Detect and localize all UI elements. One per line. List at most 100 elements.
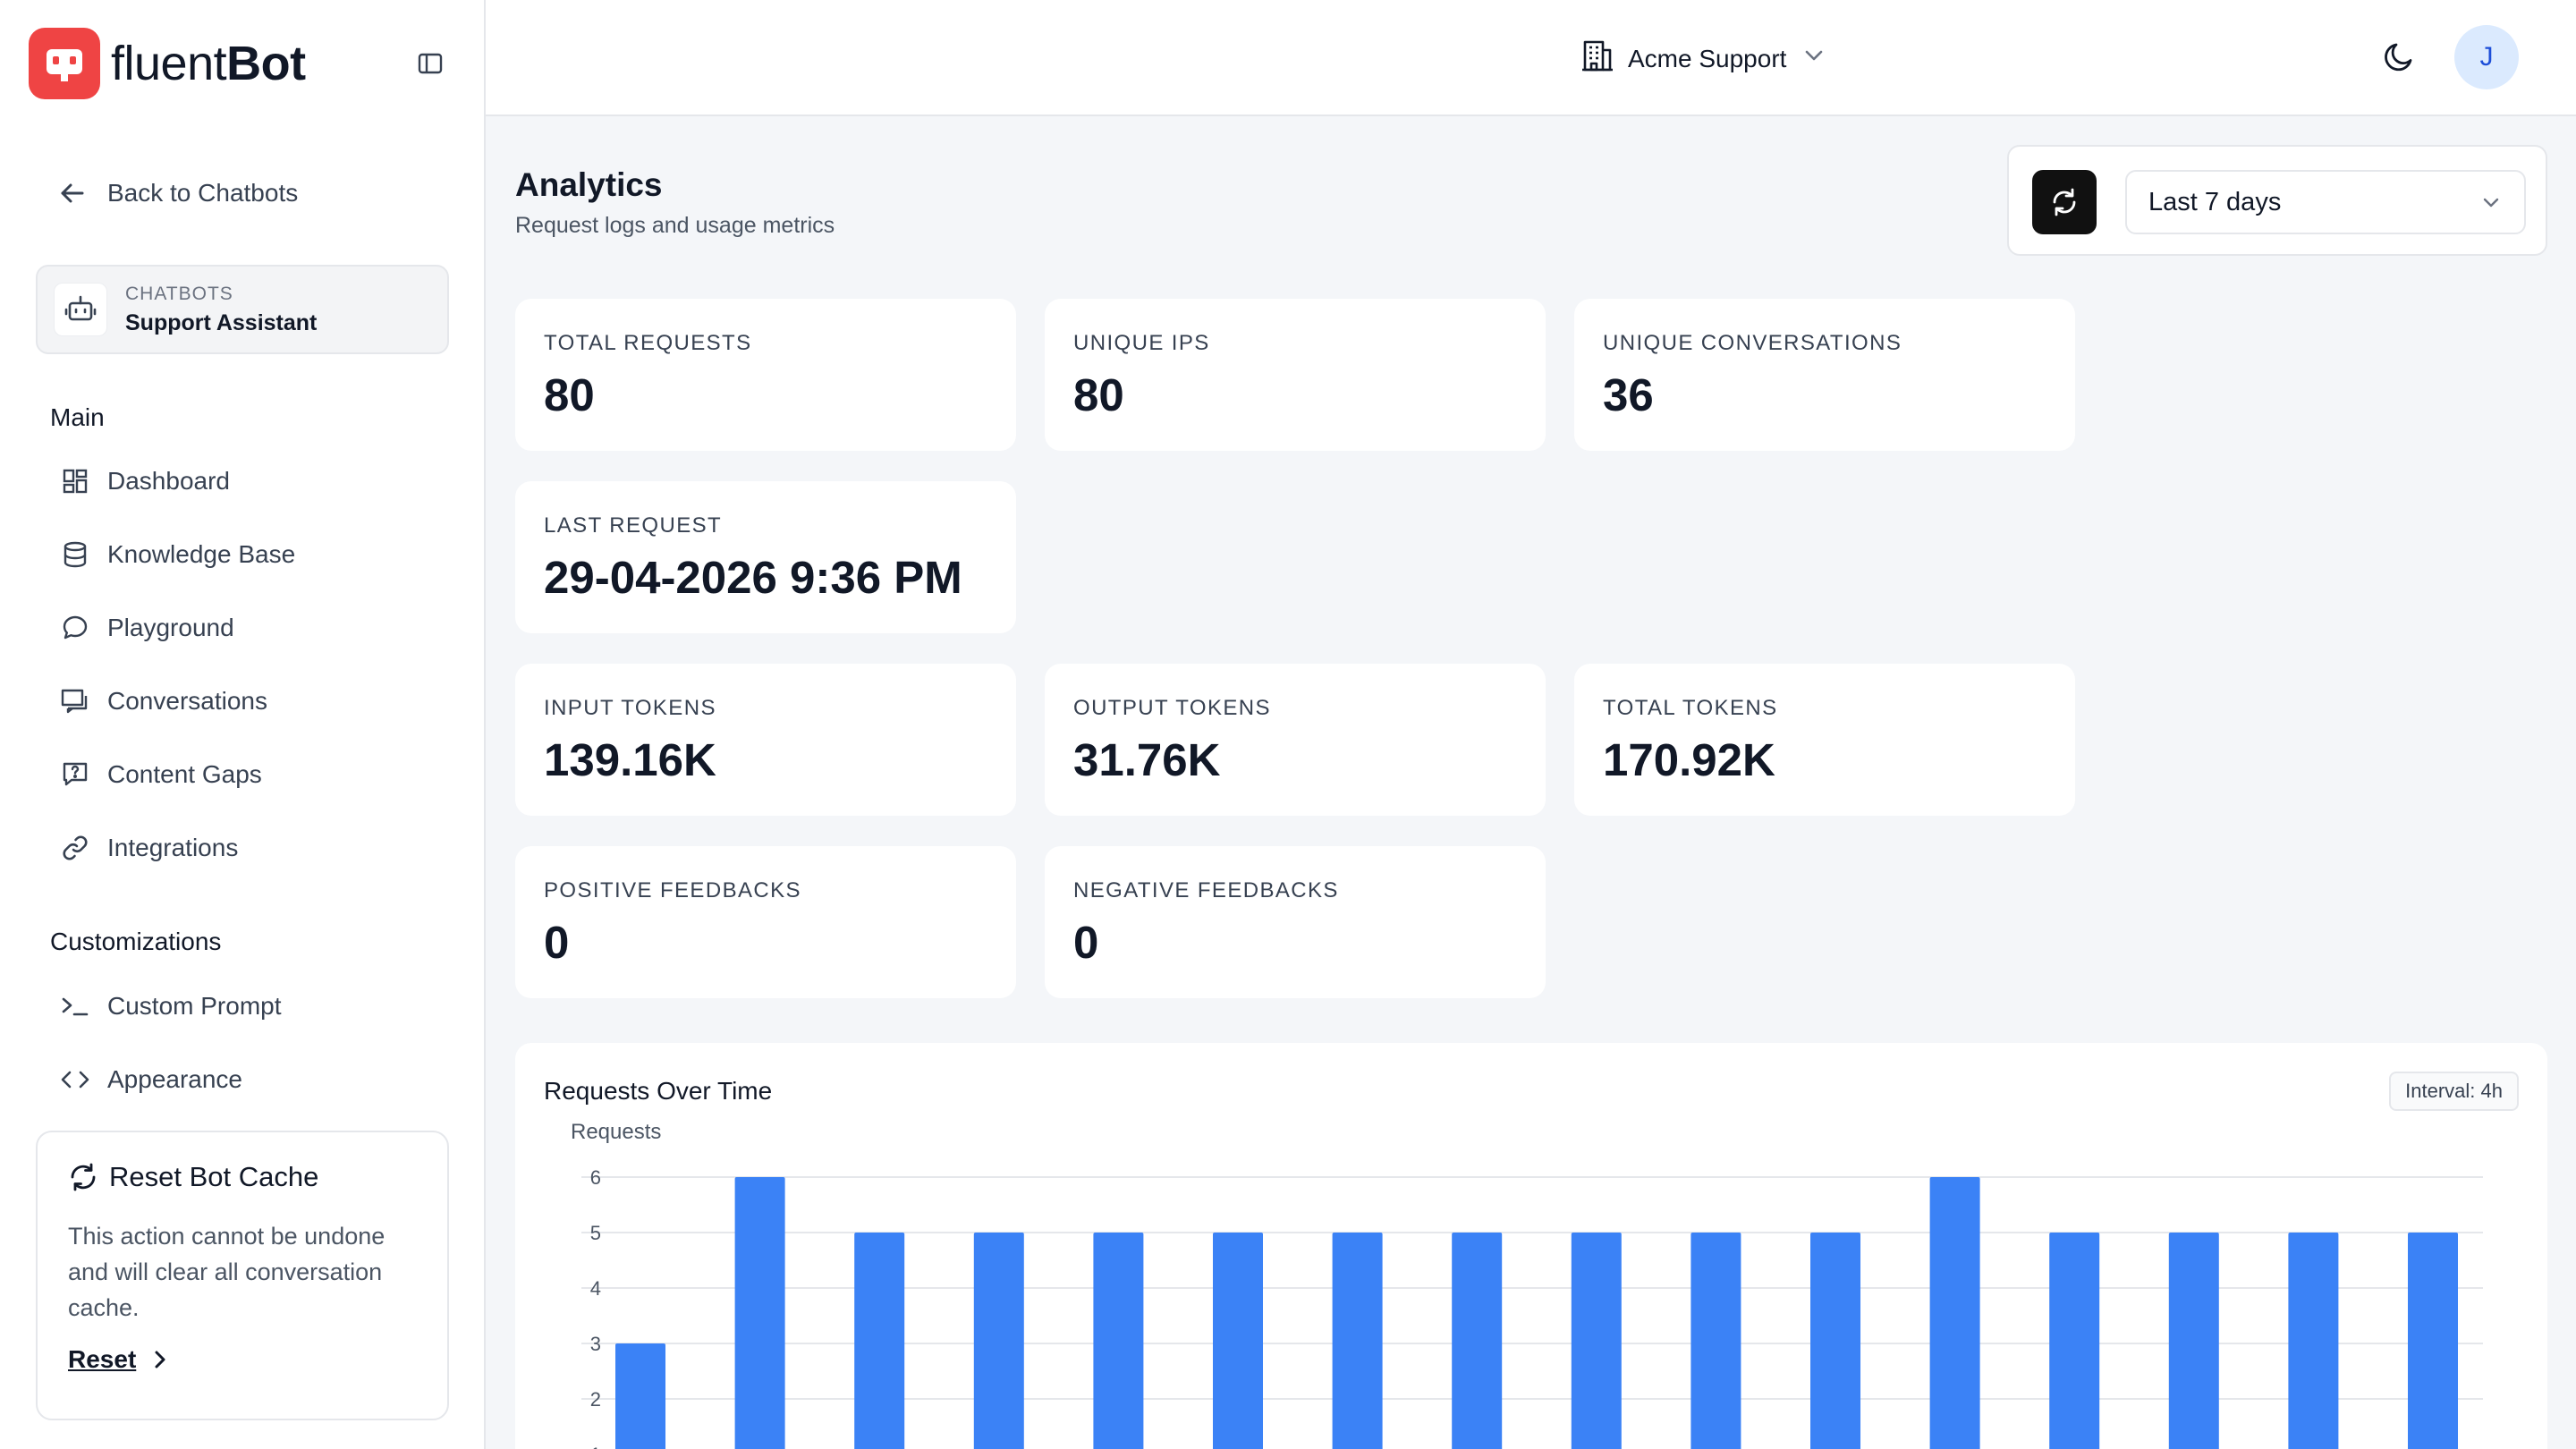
database-icon — [57, 537, 93, 572]
stat-card-input-tokens: INPUT TOKENS 139.16K — [515, 664, 1016, 816]
stat-card-total-requests: TOTAL REQUESTS 80 — [515, 299, 1016, 451]
question-square-icon — [57, 757, 93, 792]
bar — [1571, 1233, 1622, 1449]
stat-label: TOTAL TOKENS — [1603, 696, 1778, 720]
date-range-select[interactable]: Last 7 days — [2125, 170, 2526, 234]
bar — [1452, 1233, 1503, 1449]
stat-value: 31.76K — [1073, 734, 1221, 785]
user-avatar[interactable]: J — [2454, 25, 2519, 89]
stat-card-unique-ips: UNIQUE IPS 80 — [1045, 299, 1546, 451]
refresh-button[interactable] — [2032, 170, 2097, 234]
bar — [2168, 1233, 2219, 1449]
sidebar-item-custom-prompt[interactable]: Custom Prompt — [57, 988, 282, 1024]
chat-bubble-icon — [57, 610, 93, 646]
sidebar-item-label: Appearance — [107, 1065, 243, 1093]
refresh-icon — [71, 1163, 96, 1191]
bar — [973, 1233, 1024, 1449]
app-logo[interactable]: fluentBot — [29, 28, 306, 99]
reset-button[interactable]: Reset — [68, 1345, 170, 1374]
stat-label: UNIQUE CONVERSATIONS — [1603, 331, 1902, 355]
stat-label: INPUT TOKENS — [544, 696, 716, 720]
stat-label: TOTAL REQUESTS — [544, 331, 752, 355]
y-tick-label: 1 — [590, 1444, 601, 1449]
customizations-section-heading: Customizations — [50, 928, 222, 955]
stat-value: 80 — [1073, 369, 1124, 420]
sidebar-item-label: Custom Prompt — [107, 992, 282, 1020]
logo-mark-icon — [29, 28, 100, 99]
requests-chart-card: Requests Over Time Interval: 4h Requests… — [515, 1043, 2547, 1449]
chart-title: Requests Over Time — [544, 1077, 773, 1105]
bar — [854, 1233, 905, 1449]
sidebar-item-label: Conversations — [107, 687, 267, 715]
stat-value: 170.92K — [1603, 734, 1775, 785]
link-icon — [57, 830, 93, 866]
logo-text-light: fluent — [111, 37, 227, 90]
stat-card-unique-conversations: UNIQUE CONVERSATIONS 36 — [1574, 299, 2075, 451]
chevron-right-icon — [155, 1351, 165, 1368]
page-subtitle: Request logs and usage metrics — [515, 213, 835, 238]
stat-card-last-request: LAST REQUEST 29-04-2026 9:36 PM — [515, 481, 1016, 633]
reset-card-description: This action cannot be undone and will cl… — [68, 1223, 386, 1321]
y-tick-label: 2 — [590, 1388, 601, 1411]
stat-value: 0 — [544, 917, 570, 968]
logo-text: fluentBot — [111, 36, 306, 91]
bar — [615, 1343, 665, 1449]
y-tick-label: 6 — [590, 1166, 601, 1189]
org-switcher[interactable]: Acme Support — [1580, 38, 1826, 80]
sidebar: fluentBot Back to Chatbots CHATBOTS Supp… — [0, 0, 486, 1449]
bar — [1332, 1233, 1383, 1449]
code-icon — [57, 1062, 93, 1097]
sidebar-toggle-icon[interactable] — [417, 50, 444, 77]
stat-label: NEGATIVE FEEDBACKS — [1073, 878, 1339, 902]
sidebar-item-conversations[interactable]: Conversations — [57, 683, 267, 719]
y-tick-label: 5 — [590, 1222, 601, 1244]
sidebar-item-dashboard[interactable]: Dashboard — [57, 463, 230, 499]
logo-text-bold: Bot — [226, 37, 306, 90]
sidebar-item-content-gaps[interactable]: Content Gaps — [57, 757, 262, 792]
sidebar-item-appearance[interactable]: Appearance — [57, 1062, 242, 1097]
topbar — [486, 0, 2576, 116]
refresh-icon — [2053, 188, 2076, 216]
chevron-down-icon — [1802, 44, 1826, 73]
sidebar-item-playground[interactable]: Playground — [57, 610, 234, 646]
reset-card-title: Reset Bot Cache — [68, 1161, 417, 1193]
bar — [1929, 1177, 1980, 1449]
bar — [1690, 1233, 1741, 1449]
main-section-heading: Main — [50, 403, 105, 431]
stat-value: 0 — [1073, 917, 1099, 968]
stat-value: 29-04-2026 9:36 PM — [544, 552, 962, 603]
stat-card-total-tokens: TOTAL TOKENS 170.92K — [1574, 664, 2075, 816]
stat-label: OUTPUT TOKENS — [1073, 696, 1271, 720]
theme-toggle-moon-icon[interactable] — [2381, 39, 2417, 80]
requests-bar-chart: Requests 1 2 3 4 5 6 — [571, 1120, 2483, 1449]
date-range-value: Last 7 days — [2148, 187, 2282, 216]
stat-label: LAST REQUEST — [544, 513, 723, 538]
y-tick-label: 4 — [590, 1277, 601, 1300]
y-tick-label: 3 — [590, 1333, 601, 1355]
bar — [2288, 1233, 2339, 1449]
y-axis-label: Requests — [571, 1120, 661, 1144]
current-bot-card[interactable]: CHATBOTS Support Assistant — [36, 265, 449, 354]
stat-card-positive-feedbacks: POSITIVE FEEDBACKS 0 — [515, 846, 1016, 998]
sidebar-item-integrations[interactable]: Integrations — [57, 830, 238, 866]
sidebar-item-label: Content Gaps — [107, 760, 262, 788]
reset-cache-card: Reset Bot Cache This action cannot be un… — [36, 1131, 449, 1420]
sidebar-item-label: Dashboard — [107, 467, 230, 495]
reset-card-title-text: Reset Bot Cache — [109, 1161, 319, 1192]
bar — [1093, 1233, 1144, 1449]
stat-value: 139.16K — [544, 734, 716, 785]
bar — [2408, 1233, 2458, 1449]
org-name: Acme Support — [1628, 44, 1787, 72]
stat-card-negative-feedbacks: NEGATIVE FEEDBACKS 0 — [1045, 846, 1546, 998]
back-link-label: Back to Chatbots — [107, 179, 299, 207]
page-title: Analytics — [515, 166, 663, 203]
robot-icon — [54, 283, 107, 336]
back-to-chatbots-link[interactable]: Back to Chatbots — [57, 178, 298, 208]
sidebar-item-knowledge-base[interactable]: Knowledge Base — [57, 537, 295, 572]
stat-label: POSITIVE FEEDBACKS — [544, 878, 801, 902]
bar — [1213, 1233, 1263, 1449]
bar — [1810, 1233, 1860, 1449]
stat-value: 80 — [544, 369, 595, 420]
filter-toolbar: Last 7 days — [2007, 145, 2547, 256]
reset-button-label: Reset — [68, 1345, 137, 1373]
